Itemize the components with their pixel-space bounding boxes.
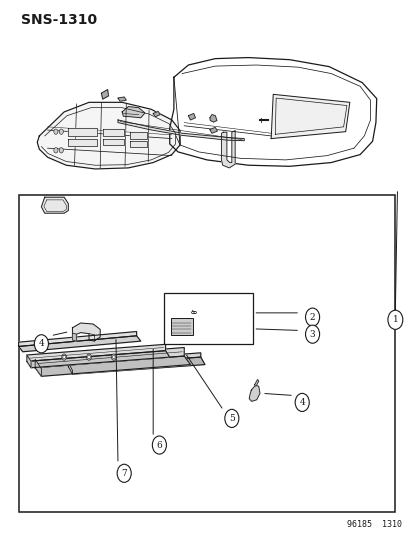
Polygon shape: [68, 128, 97, 136]
Polygon shape: [41, 197, 68, 213]
Circle shape: [86, 354, 91, 360]
Circle shape: [111, 354, 116, 360]
Text: 96185  1310: 96185 1310: [346, 520, 401, 529]
Polygon shape: [19, 332, 136, 346]
Text: 6: 6: [156, 441, 162, 449]
Circle shape: [305, 325, 319, 343]
Polygon shape: [103, 129, 124, 136]
Circle shape: [88, 356, 90, 359]
Polygon shape: [118, 120, 244, 141]
Polygon shape: [271, 94, 349, 139]
Polygon shape: [153, 111, 160, 117]
Circle shape: [112, 356, 115, 359]
Text: 1: 1: [392, 316, 397, 324]
Polygon shape: [35, 356, 190, 376]
Bar: [19, 195, 394, 512]
Polygon shape: [68, 357, 204, 374]
Circle shape: [152, 436, 166, 454]
Polygon shape: [68, 353, 200, 367]
Polygon shape: [101, 90, 108, 99]
Polygon shape: [249, 385, 259, 401]
Polygon shape: [68, 139, 97, 146]
Polygon shape: [72, 333, 76, 341]
Polygon shape: [118, 97, 126, 101]
Polygon shape: [35, 359, 41, 376]
Text: 4: 4: [38, 340, 44, 348]
Circle shape: [62, 354, 66, 360]
Circle shape: [224, 409, 238, 427]
Polygon shape: [103, 139, 124, 145]
Text: 4: 4: [299, 398, 304, 407]
Polygon shape: [254, 379, 258, 386]
Circle shape: [294, 393, 309, 411]
Polygon shape: [169, 58, 376, 166]
Polygon shape: [27, 355, 31, 368]
Bar: [163, 293, 252, 344]
Circle shape: [63, 356, 65, 359]
Polygon shape: [19, 336, 140, 352]
Polygon shape: [130, 141, 147, 147]
Polygon shape: [122, 107, 145, 118]
Circle shape: [117, 464, 131, 482]
Circle shape: [305, 308, 319, 326]
Polygon shape: [68, 362, 72, 374]
Polygon shape: [221, 131, 235, 168]
Circle shape: [59, 148, 63, 153]
Polygon shape: [72, 323, 100, 341]
Polygon shape: [209, 115, 216, 122]
Circle shape: [34, 335, 48, 353]
Text: 2: 2: [309, 313, 315, 321]
Circle shape: [54, 148, 58, 153]
Polygon shape: [130, 132, 147, 139]
Circle shape: [387, 310, 402, 329]
Text: 7: 7: [121, 469, 127, 478]
Text: 5: 5: [228, 414, 234, 423]
Polygon shape: [209, 127, 217, 133]
Polygon shape: [27, 351, 169, 368]
Polygon shape: [37, 102, 180, 169]
Circle shape: [54, 129, 58, 134]
Polygon shape: [27, 344, 165, 361]
Text: 3: 3: [309, 330, 315, 338]
Circle shape: [59, 129, 63, 134]
Bar: [171, 318, 192, 335]
Text: SNS-1310: SNS-1310: [21, 13, 97, 27]
Polygon shape: [35, 348, 184, 368]
Polygon shape: [188, 114, 195, 120]
